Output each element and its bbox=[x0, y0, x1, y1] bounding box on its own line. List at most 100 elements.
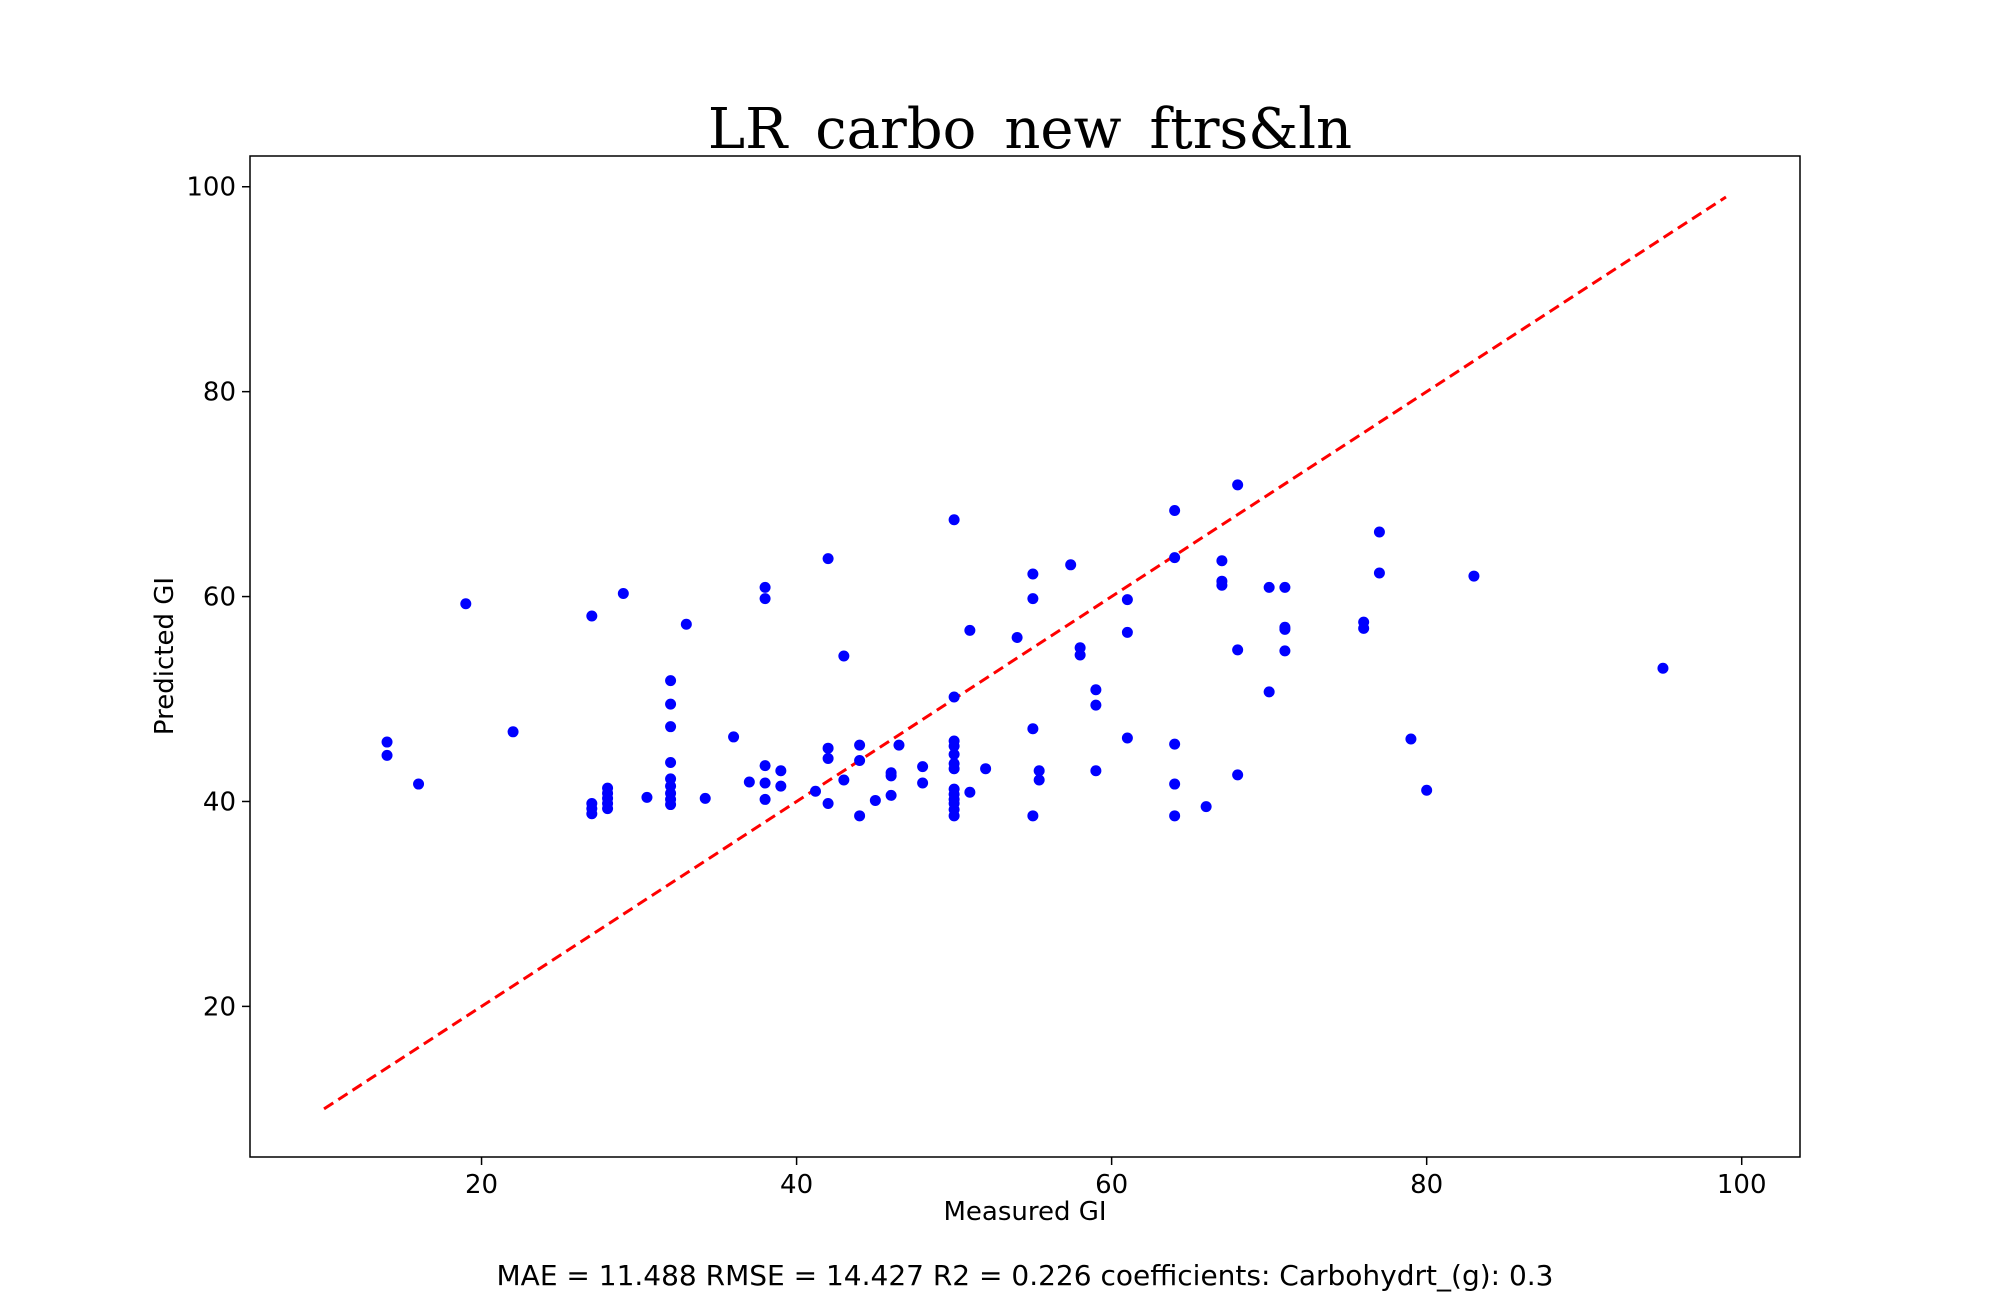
data-point bbox=[413, 778, 425, 790]
data-point bbox=[948, 763, 960, 775]
data-point bbox=[885, 789, 897, 801]
data-point bbox=[964, 786, 976, 798]
data-point bbox=[1121, 732, 1133, 744]
data-point bbox=[854, 810, 866, 822]
data-point bbox=[759, 581, 771, 593]
data-point bbox=[1279, 623, 1291, 635]
metrics-footer: MAE = 11.488 RMSE = 14.427 R2 = 0.226 co… bbox=[497, 1259, 1554, 1292]
plot-area bbox=[249, 155, 1801, 1158]
y-tick-label: 80 bbox=[203, 378, 236, 408]
data-point bbox=[917, 777, 929, 789]
data-point bbox=[1405, 733, 1417, 745]
data-point bbox=[822, 553, 834, 565]
x-tick-label: 20 bbox=[465, 1170, 498, 1200]
y-axis: 20 40 60 80 100 bbox=[186, 173, 250, 1022]
data-point bbox=[381, 736, 393, 748]
data-point bbox=[1090, 699, 1102, 711]
data-point bbox=[1027, 593, 1039, 605]
data-point bbox=[381, 749, 393, 761]
data-point bbox=[1216, 555, 1228, 567]
data-point bbox=[759, 760, 771, 772]
data-point bbox=[1232, 479, 1244, 491]
data-point bbox=[1169, 810, 1181, 822]
data-point bbox=[1090, 684, 1102, 696]
data-point bbox=[1169, 504, 1181, 516]
x-tick-label: 100 bbox=[1717, 1170, 1767, 1200]
chart-title: LR_carbo_new_ftrs&ln bbox=[708, 97, 1352, 162]
reference-line bbox=[323, 195, 1727, 1111]
x-axis: 20 40 60 80 100 bbox=[465, 1157, 1767, 1200]
data-point bbox=[759, 777, 771, 789]
data-point bbox=[917, 761, 929, 773]
y-tick-label: 100 bbox=[186, 173, 236, 203]
data-point bbox=[507, 726, 519, 738]
x-tick-label: 60 bbox=[1095, 1170, 1128, 1200]
data-point bbox=[759, 593, 771, 605]
data-point bbox=[759, 793, 771, 805]
data-point bbox=[460, 598, 472, 610]
data-point bbox=[964, 624, 976, 636]
data-point bbox=[854, 739, 866, 751]
data-point bbox=[728, 731, 740, 743]
data-point bbox=[1468, 570, 1480, 582]
data-point bbox=[775, 765, 787, 777]
data-point bbox=[838, 650, 850, 662]
data-point bbox=[699, 792, 711, 804]
data-point bbox=[743, 776, 755, 788]
data-point bbox=[1373, 567, 1385, 579]
data-point bbox=[665, 698, 677, 710]
data-point bbox=[1263, 581, 1275, 593]
y-tick-label: 20 bbox=[203, 992, 236, 1022]
data-point bbox=[948, 740, 960, 752]
data-point bbox=[665, 799, 677, 811]
data-point bbox=[680, 618, 692, 630]
x-tick-label: 80 bbox=[1410, 1170, 1443, 1200]
data-point bbox=[1373, 526, 1385, 538]
data-point bbox=[948, 691, 960, 703]
data-point bbox=[602, 803, 614, 815]
data-point bbox=[1090, 765, 1102, 777]
data-point bbox=[1657, 662, 1669, 674]
data-point bbox=[948, 748, 960, 760]
data-point bbox=[1065, 559, 1077, 571]
data-point bbox=[809, 785, 821, 797]
data-point bbox=[893, 739, 905, 751]
data-point bbox=[1033, 774, 1045, 786]
data-points bbox=[381, 479, 1669, 822]
data-point bbox=[838, 774, 850, 786]
data-point bbox=[1216, 579, 1228, 591]
data-point bbox=[1263, 686, 1275, 698]
data-point bbox=[1033, 765, 1045, 777]
data-point bbox=[822, 798, 834, 810]
y-axis-label: Predicted GI bbox=[150, 577, 180, 735]
data-point bbox=[1121, 626, 1133, 638]
data-point bbox=[885, 770, 897, 782]
data-point bbox=[822, 752, 834, 764]
data-point bbox=[948, 514, 960, 526]
data-point bbox=[1169, 552, 1181, 564]
data-point bbox=[665, 757, 677, 769]
data-point bbox=[948, 810, 960, 822]
data-point bbox=[1279, 581, 1291, 593]
x-tick-label: 40 bbox=[780, 1170, 813, 1200]
data-point bbox=[665, 721, 677, 733]
data-point bbox=[1027, 568, 1039, 580]
data-point bbox=[586, 610, 598, 622]
y-tick-label: 60 bbox=[203, 583, 236, 613]
data-point bbox=[1027, 723, 1039, 735]
y-tick-label: 40 bbox=[203, 787, 236, 817]
data-point bbox=[586, 808, 598, 820]
data-point bbox=[869, 794, 881, 806]
data-point bbox=[980, 763, 992, 775]
data-point bbox=[1232, 769, 1244, 781]
data-point bbox=[1074, 649, 1086, 661]
data-point bbox=[1121, 594, 1133, 606]
data-point bbox=[1027, 810, 1039, 822]
data-point bbox=[854, 754, 866, 766]
data-point bbox=[1279, 645, 1291, 657]
data-point bbox=[1358, 622, 1370, 634]
x-axis-label: Measured GI bbox=[943, 1197, 1106, 1227]
data-point bbox=[775, 780, 787, 792]
data-point bbox=[822, 742, 834, 754]
